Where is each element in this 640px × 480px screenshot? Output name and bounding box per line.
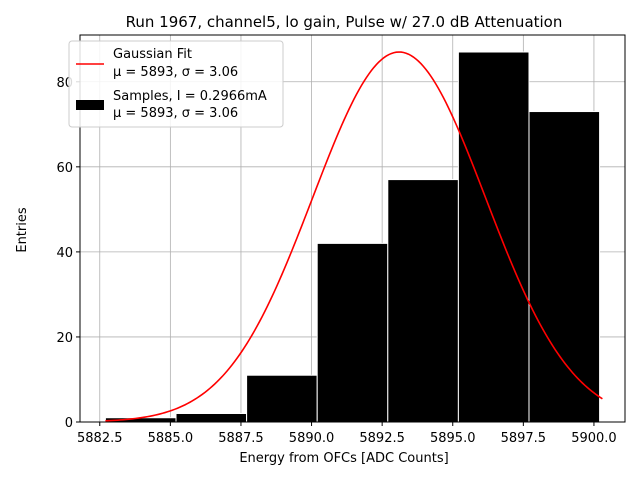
histogram-bar: [316, 242, 389, 423]
x-tick-label: 5892.5: [359, 431, 405, 446]
x-tick-label: 5890.0: [289, 431, 335, 446]
x-tick-label: 5885.0: [148, 431, 194, 446]
x-tick-label: 5895.0: [430, 431, 476, 446]
y-tick-label: 0: [65, 416, 73, 431]
y-tick-label: 60: [56, 161, 73, 176]
chart-title: Run 1967, channel5, lo gain, Pulse w/ 27…: [126, 13, 563, 31]
legend-box: [68, 40, 284, 128]
legend-fit-name: Gaussian Fit: [113, 47, 192, 62]
x-tick-label: 5887.5: [218, 431, 264, 446]
y-tick-label: 20: [56, 331, 73, 346]
x-axis-ticks: 5882.5 5885.0 5887.5 5890.0 5892.5 5895.0 5897…: [77, 422, 617, 446]
x-axis-label: Energy from OFCs [ADC Counts]: [239, 451, 448, 466]
legend-bar-swatch: [76, 100, 104, 110]
y-tick-label: 40: [56, 246, 73, 261]
legend-samples-stats: μ = 5893, σ = 3.06: [113, 106, 238, 121]
x-tick-label: 5900.0: [571, 431, 617, 446]
gaussian-fit-line: [105, 51, 603, 422]
histogram-bar: [387, 179, 459, 423]
histogram-bar: [175, 412, 248, 423]
x-tick-label: 5897.5: [501, 431, 547, 446]
y-axis-label: Entries: [15, 207, 30, 253]
histogram-bars: [104, 51, 601, 423]
histogram-bar: [246, 374, 318, 423]
legend-samples-name: Samples, I = 0.2966mA: [113, 89, 267, 104]
legend-fit-stats: μ = 5893, σ = 3.06: [113, 65, 238, 80]
legend: Gaussian Fit μ = 5893, σ = 3.06 Samples,…: [68, 40, 284, 128]
histogram-bar: [528, 111, 601, 423]
axes-frame: [79, 34, 626, 423]
histogram-bar: [457, 51, 530, 423]
x-tick-label: 5882.5: [77, 431, 123, 446]
